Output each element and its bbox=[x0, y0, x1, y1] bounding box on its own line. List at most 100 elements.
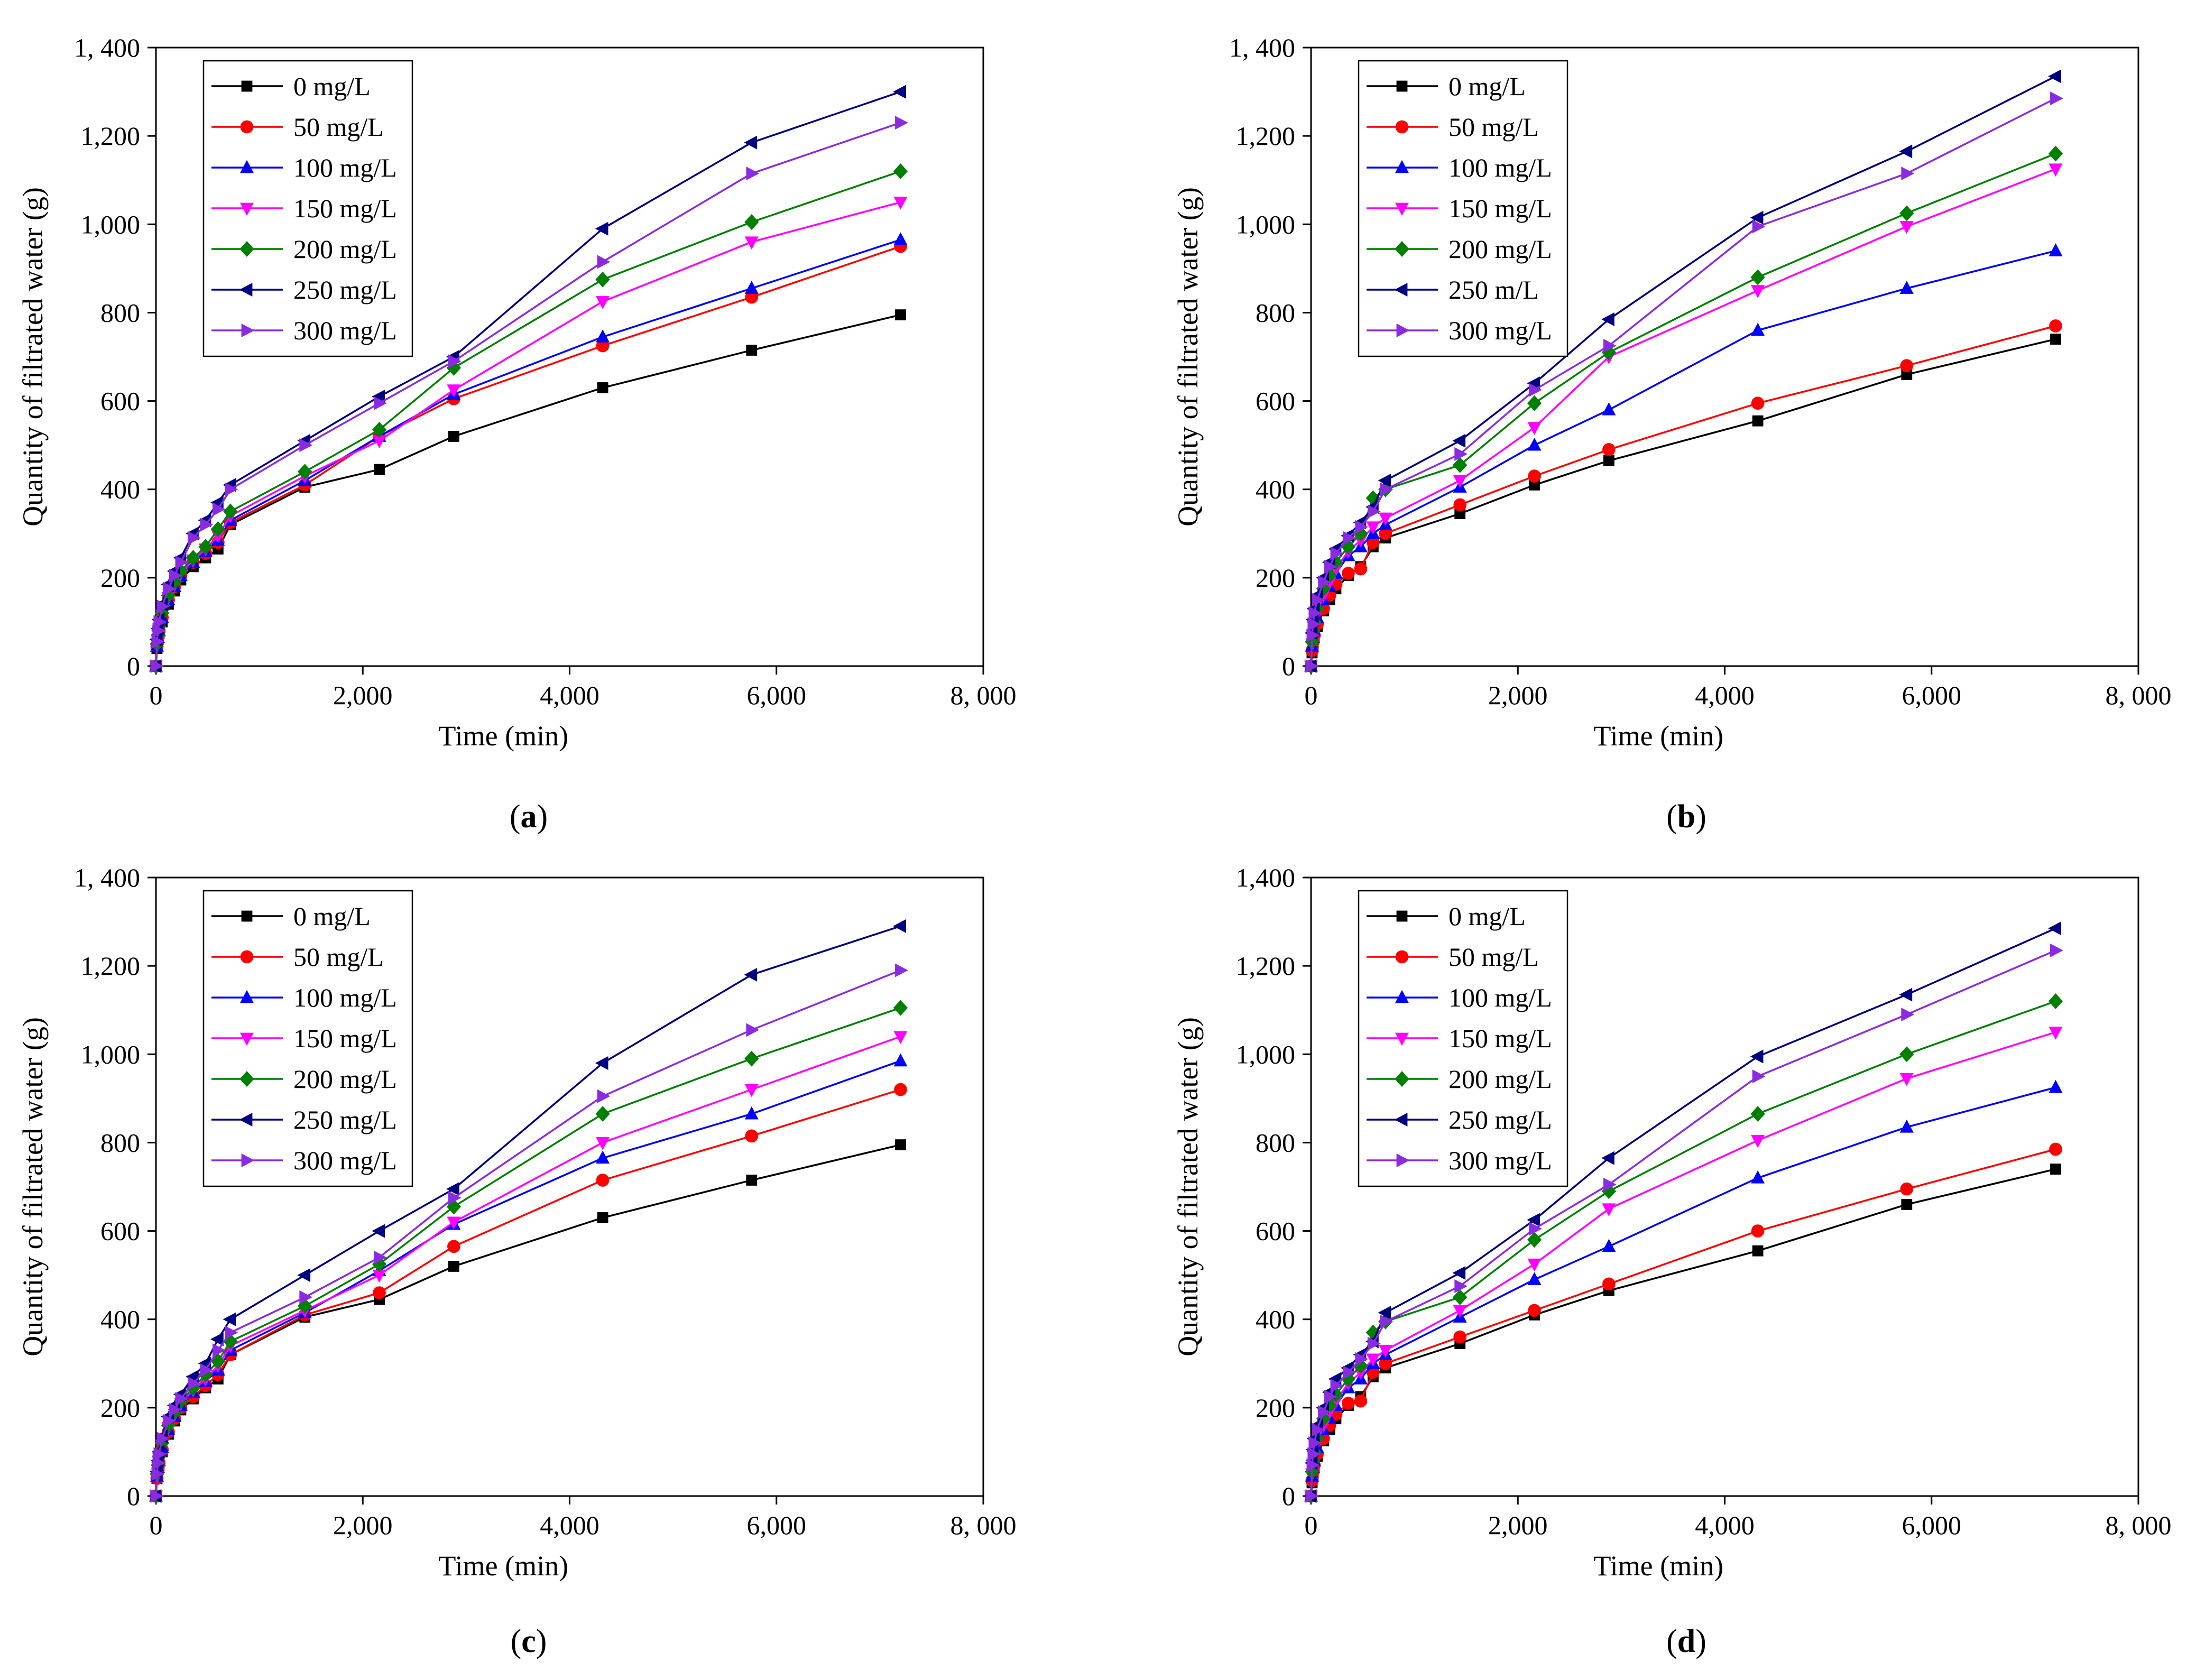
legend-marker bbox=[1395, 160, 1409, 173]
data-point bbox=[1528, 469, 1541, 483]
data-point bbox=[2048, 69, 2061, 84]
legend-marker bbox=[240, 950, 254, 964]
data-point bbox=[1752, 415, 1764, 427]
y-tick-label: 1,000 bbox=[1236, 1039, 1296, 1069]
data-point bbox=[299, 438, 312, 453]
data-point bbox=[1330, 546, 1344, 560]
data-point bbox=[447, 1216, 461, 1230]
data-point bbox=[1602, 443, 1616, 456]
data-point bbox=[1367, 1365, 1380, 1379]
data-point bbox=[225, 1325, 238, 1340]
legend-entry: 250 mg/L bbox=[211, 275, 397, 304]
data-point bbox=[2049, 1027, 2063, 1040]
data-point bbox=[447, 384, 461, 398]
data-point bbox=[223, 503, 238, 520]
y-tick-label: 800 bbox=[1256, 298, 1295, 327]
data-point bbox=[198, 539, 213, 555]
data-point bbox=[744, 214, 759, 230]
data-point bbox=[1367, 536, 1380, 549]
legend-entry: 200 mg/L bbox=[1367, 1064, 1552, 1094]
legend-entry: 150 mg/L bbox=[211, 193, 397, 223]
data-point bbox=[169, 1403, 182, 1417]
data-point bbox=[596, 1150, 610, 1164]
data-point bbox=[893, 232, 908, 245]
data-point bbox=[744, 236, 759, 250]
series-50-mg-l bbox=[1304, 1142, 2062, 1503]
data-point bbox=[1453, 1305, 1467, 1318]
data-point bbox=[597, 1212, 608, 1223]
data-point bbox=[1899, 221, 1914, 234]
y-tick-label: 1,000 bbox=[81, 209, 141, 239]
data-point bbox=[595, 271, 610, 288]
panel-label: (a) bbox=[510, 799, 548, 835]
data-point bbox=[895, 1139, 906, 1151]
chart-panel-d: 0 2,000 4,000 6,000 8, 000 0 200 400 600 800 1,000… bbox=[1172, 863, 2172, 1659]
y-tick-label: 1, 400 bbox=[1229, 33, 1295, 62]
data-point bbox=[1901, 369, 1913, 380]
x-tick-label: 4,000 bbox=[540, 1510, 599, 1540]
data-point bbox=[372, 1256, 387, 1272]
x-tick-label: 8, 000 bbox=[2106, 680, 2172, 710]
data-point bbox=[1603, 1177, 1617, 1192]
data-point bbox=[895, 309, 906, 321]
data-point bbox=[1751, 1170, 1765, 1184]
legend-entry: 300 mg/L bbox=[211, 1146, 397, 1175]
data-point bbox=[1453, 498, 1467, 512]
legend-label: 300 mg/L bbox=[1448, 316, 1552, 345]
series-line bbox=[1310, 1148, 2056, 1497]
data-point bbox=[2050, 334, 2061, 345]
data-point bbox=[1901, 1008, 1915, 1022]
legend-entry: 100 mg/L bbox=[211, 983, 397, 1012]
data-point bbox=[1367, 1336, 1381, 1351]
data-point bbox=[175, 1392, 189, 1406]
legend-marker bbox=[1396, 80, 1408, 92]
data-point bbox=[1602, 1277, 1616, 1291]
legend-marker bbox=[1395, 241, 1409, 257]
data-point bbox=[299, 1290, 312, 1304]
data-point bbox=[1899, 1073, 1914, 1086]
data-point bbox=[1306, 628, 1320, 642]
y-tick-label: 600 bbox=[100, 386, 140, 416]
data-point bbox=[1899, 144, 1913, 159]
data-point bbox=[1752, 1069, 1766, 1084]
data-point bbox=[1355, 1352, 1369, 1366]
data-point bbox=[596, 1174, 610, 1187]
data-point bbox=[1901, 1199, 1913, 1210]
data-point bbox=[1316, 580, 1331, 597]
data-point bbox=[895, 963, 908, 977]
data-point bbox=[893, 919, 906, 933]
data-point bbox=[1324, 559, 1337, 574]
legend-label: 150 mg/L bbox=[1448, 1023, 1552, 1053]
data-point bbox=[1378, 1306, 1391, 1320]
legend-marker bbox=[240, 990, 254, 1003]
data-point bbox=[1527, 422, 1542, 436]
data-point bbox=[595, 221, 608, 236]
legend-label: 250 mg/L bbox=[293, 275, 397, 304]
data-point bbox=[1307, 617, 1321, 631]
x-tick-label: 4,000 bbox=[1695, 1510, 1755, 1540]
data-point bbox=[1601, 344, 1617, 361]
y-tick-label: 400 bbox=[100, 1305, 140, 1334]
legend-entry: 50 mg/L bbox=[211, 942, 384, 972]
legend-label: 0 mg/L bbox=[293, 901, 371, 931]
data-point bbox=[1341, 539, 1356, 555]
legend-entry: 150 mg/L bbox=[211, 1023, 397, 1053]
series-line bbox=[1310, 325, 2056, 667]
data-point bbox=[893, 1053, 908, 1067]
data-point bbox=[223, 1312, 236, 1326]
legend-entry: 300 mg/L bbox=[1367, 1146, 1552, 1175]
data-point bbox=[597, 1089, 611, 1103]
data-point bbox=[161, 1417, 176, 1434]
legend-label: 50 mg/L bbox=[1448, 112, 1539, 142]
data-point bbox=[374, 396, 387, 410]
data-point bbox=[1527, 437, 1542, 451]
data-point bbox=[448, 431, 459, 442]
y-tick-label: 800 bbox=[100, 1128, 140, 1157]
data-point bbox=[1454, 508, 1466, 520]
data-point bbox=[186, 550, 201, 566]
x-axis-title: Time (min) bbox=[439, 1550, 569, 1582]
data-point bbox=[448, 1190, 462, 1205]
x-axis-title: Time (min) bbox=[439, 720, 569, 752]
data-point bbox=[1899, 281, 1914, 294]
